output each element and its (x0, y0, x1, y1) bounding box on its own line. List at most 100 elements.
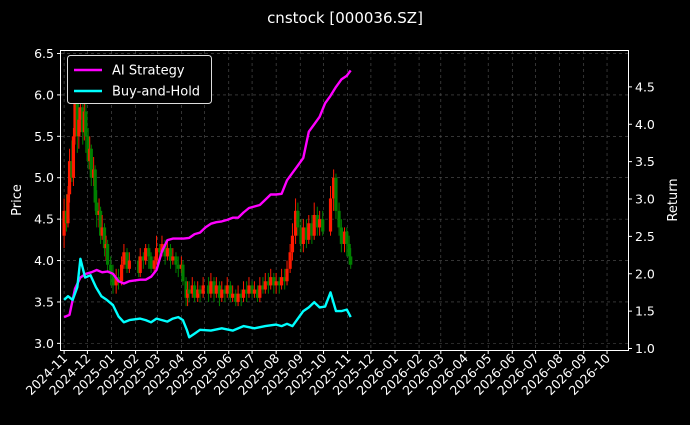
candle-body (299, 227, 303, 244)
y-left-tick-label: 3.5 (34, 294, 54, 309)
candle-body (111, 272, 115, 286)
candle-body (274, 281, 278, 286)
candle-body (228, 285, 232, 298)
candle-body (95, 202, 99, 215)
candle-body (187, 289, 191, 294)
candle-body (277, 281, 281, 286)
candle-body (272, 277, 276, 286)
legend-ai-label: AI Strategy (112, 64, 185, 79)
candle-body (158, 248, 162, 253)
candle-body (263, 281, 267, 290)
candle-body (342, 231, 347, 244)
candle-body (114, 277, 118, 286)
candle-body (67, 161, 72, 195)
y-right-tick-label: 2.5 (635, 229, 655, 244)
candle-body (245, 289, 249, 294)
candle-body (236, 293, 240, 302)
candle-body (293, 210, 298, 236)
candle-body (152, 260, 156, 269)
candle-body (209, 281, 213, 294)
candle-body (315, 214, 319, 228)
y-left-tick-label: 5.0 (34, 170, 54, 185)
candle-body (176, 264, 180, 269)
return-lines (63, 69, 352, 339)
y-left-tick-label: 5.5 (34, 129, 54, 144)
candle-body (206, 285, 211, 294)
y-right-tick-label: 4.0 (635, 117, 655, 132)
candle-body (71, 136, 76, 178)
candle-body (144, 248, 148, 261)
candle-body (269, 277, 273, 286)
candle-body (109, 264, 113, 273)
y-left-tick-label: 3.0 (34, 336, 54, 351)
candle-body (339, 227, 343, 244)
candle-body (181, 264, 185, 282)
candle-body (223, 289, 227, 294)
legend-box (67, 55, 212, 104)
candle-body (337, 210, 341, 228)
candle-body (171, 256, 175, 261)
candle-body (78, 107, 83, 120)
y-left-tick-label: 6.5 (34, 46, 54, 61)
candle-body (296, 210, 300, 228)
candle-body (231, 293, 235, 298)
candle-body (122, 252, 126, 265)
ai-strategy-line (63, 69, 352, 319)
candle-body (334, 177, 338, 211)
candle-body (99, 210, 103, 236)
buy-and-hold-line (63, 257, 352, 339)
candle-body (225, 285, 229, 294)
candle-body (75, 103, 79, 137)
candle-body (349, 256, 353, 265)
candle-body (288, 252, 292, 269)
legend: AI Strategy Buy-and-Hold (67, 55, 212, 104)
candle-body (241, 289, 246, 298)
y-axis-left-label: Price (10, 184, 25, 216)
candle-body (163, 243, 167, 257)
candle-body (307, 223, 311, 240)
candle-body (66, 194, 70, 224)
candle-body (127, 260, 131, 269)
y-left-tick-label: 4.0 (34, 253, 54, 268)
candle-body (247, 285, 251, 294)
candle-body (312, 214, 316, 236)
candle-body (84, 111, 88, 137)
candle-body (332, 177, 336, 199)
candlesticks (62, 82, 353, 307)
candle-body (252, 289, 257, 294)
y-right-tick-label: 1.0 (635, 341, 655, 356)
candle-body (304, 227, 309, 240)
legend-bh-label: Buy-and-Hold (112, 85, 200, 100)
y-right-tick-label: 3.5 (635, 154, 655, 169)
y-left-tick-label: 4.5 (34, 212, 54, 227)
candle-body (138, 256, 142, 273)
candle-body (283, 277, 287, 282)
chart-title: cnstock [000036.SZ] (267, 9, 423, 27)
candle-body (106, 243, 110, 265)
candle-body (102, 227, 107, 249)
candle-body (212, 281, 216, 294)
candle-body (258, 285, 262, 298)
candle-body (321, 219, 325, 232)
y-left-tick-label: 6.0 (34, 87, 54, 102)
y-axis-right-label: Return (666, 178, 681, 221)
candle-body (165, 248, 170, 257)
candle-body (93, 169, 97, 203)
candle-body (285, 268, 289, 282)
candle-body (279, 277, 284, 286)
candle-body (301, 227, 305, 244)
candle-body (174, 256, 178, 265)
candle-body (62, 210, 66, 236)
candle-body (234, 293, 238, 302)
candle-body (250, 285, 254, 294)
candle-body (141, 256, 145, 261)
candle-body (239, 293, 243, 298)
candle-body (255, 289, 260, 298)
candle-body (290, 235, 295, 253)
candle-body (328, 198, 333, 232)
candle-body (149, 256, 153, 269)
candle-body (119, 264, 124, 282)
candle-body (147, 248, 151, 257)
